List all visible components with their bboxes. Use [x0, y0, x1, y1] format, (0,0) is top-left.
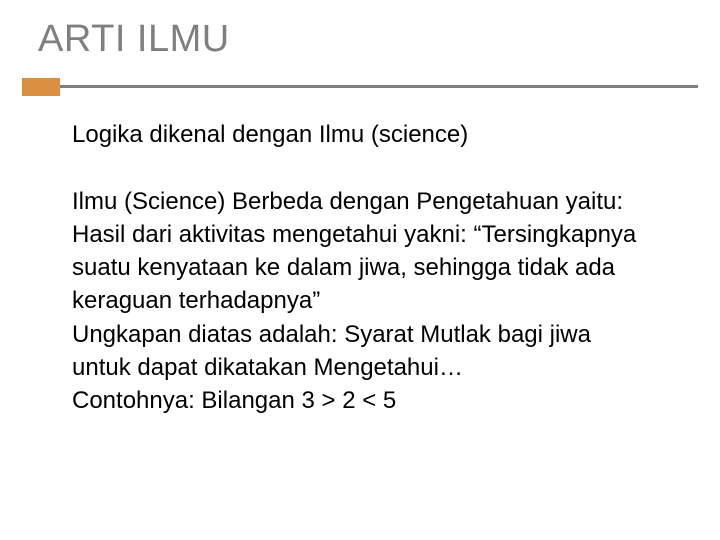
title-rule — [0, 78, 720, 96]
slide: ARTI ILMU Logika dikenal dengan Ilmu (sc… — [0, 0, 720, 540]
rule-line — [60, 85, 698, 88]
rule-accent-block — [22, 78, 60, 96]
body-paragraph-3: Ungkapan diatas adalah: Syarat Mutlak ba… — [72, 318, 652, 384]
paragraph-gap — [72, 151, 652, 185]
body-paragraph-2: Ilmu (Science) Berbeda dengan Pengetahua… — [72, 185, 652, 317]
slide-title: ARTI ILMU — [38, 18, 230, 61]
slide-body: Logika dikenal dengan Ilmu (science) Ilm… — [72, 118, 652, 417]
body-paragraph-1: Logika dikenal dengan Ilmu (science) — [72, 118, 652, 151]
body-paragraph-4: Contohnya: Bilangan 3 > 2 < 5 — [72, 384, 652, 417]
